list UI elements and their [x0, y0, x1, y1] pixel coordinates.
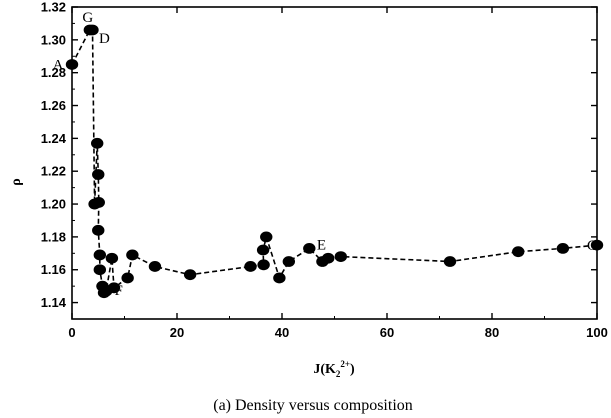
data-point [273, 272, 286, 284]
y-tick-label: 1.26 [41, 98, 66, 113]
data-point [92, 224, 105, 236]
data-point [91, 137, 104, 149]
y-tick-label: 1.14 [41, 295, 67, 310]
chart-series [65, 24, 604, 299]
data-point [556, 242, 570, 254]
x-tick-label: 60 [380, 325, 394, 340]
point-label-g: G [82, 10, 93, 26]
x-tick-label: 0 [68, 325, 75, 340]
point-label-a: A [53, 57, 64, 73]
point-label-c: C [587, 238, 597, 254]
y-tick-label: 1.32 [41, 0, 66, 15]
data-point [512, 246, 525, 258]
x-tick-label: 100 [586, 325, 608, 340]
y-tick-label: 1.16 [41, 262, 66, 277]
point-label-d: D [99, 31, 110, 47]
plot-frame [71, 6, 598, 320]
x-axis-label-superscript: 2+ [340, 359, 350, 369]
data-point [126, 249, 139, 261]
data-point [257, 259, 270, 271]
point-label-f: F [114, 283, 122, 299]
data-point [86, 24, 99, 36]
data-point [334, 251, 347, 262]
data-point [443, 256, 457, 267]
data-point [590, 239, 604, 251]
y-tick-label: 1.28 [41, 65, 66, 80]
data-point [260, 231, 273, 243]
data-point [282, 256, 296, 267]
y-axis-label: ρ [9, 178, 24, 186]
data-point [65, 59, 79, 70]
data-point [92, 197, 105, 208]
x-axis-label-close: ) [350, 362, 355, 377]
x-axis-label-main: J(K [313, 362, 336, 377]
x-axis-label-subscript: 2 [336, 369, 341, 379]
data-point [93, 249, 107, 261]
x-tick-label: 40 [275, 325, 289, 340]
x-tick-label: 20 [170, 325, 184, 340]
data-point [303, 242, 316, 254]
data-point [256, 244, 270, 256]
y-tick-label: 1.22 [41, 164, 66, 179]
data-point [105, 252, 119, 264]
data-point [93, 264, 107, 276]
data-point [244, 261, 257, 272]
y-tick-label: 1.20 [41, 197, 66, 212]
figure-caption: (a) Density versus composition [213, 397, 413, 414]
data-point [92, 169, 105, 180]
y-tick-label: 1.18 [41, 229, 66, 244]
data-point [322, 252, 335, 264]
x-tick-label: 80 [485, 325, 499, 340]
data-point [121, 272, 134, 284]
y-tick-label: 1.30 [41, 32, 66, 47]
chart-ticks: 1.14 1.16 1.18 1.20 1.22 1.24 1.26 1.28 1.30 1.32… [41, 0, 608, 340]
point-label-e: E [317, 238, 326, 254]
x-axis-label: J(K22+) [313, 359, 355, 379]
data-point [148, 261, 162, 272]
chart-axes [71, 6, 598, 320]
y-tick-label: 1.24 [41, 131, 67, 146]
chart-annotations: A GD F E C [53, 10, 597, 299]
data-point [107, 282, 121, 294]
data-point [183, 269, 197, 281]
